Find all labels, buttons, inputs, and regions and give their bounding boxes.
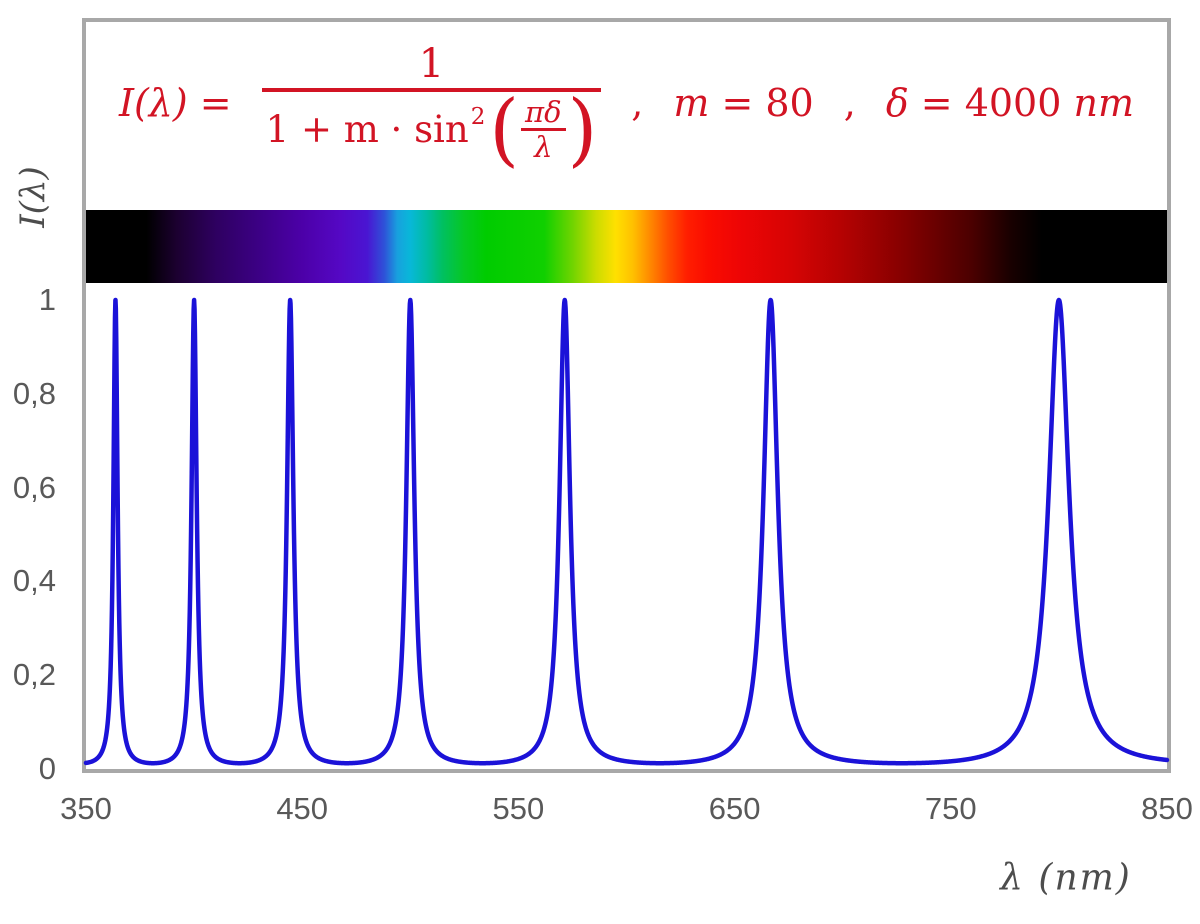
comma-separator-2: , — [843, 81, 856, 125]
param-m: m = 80 — [673, 81, 813, 125]
x-tick-label: 450 — [276, 791, 329, 826]
inner-fraction: πδ λ — [521, 94, 566, 164]
formula-fraction: 1 1 + m · sin 2 ( πδ λ ) — [261, 40, 602, 176]
y-tick-label: 0,4 — [12, 563, 56, 599]
param-delta-value: = 4000 — [908, 81, 1074, 125]
param-m-symbol: m — [673, 81, 710, 125]
y-tick-label: 0 — [38, 751, 56, 786]
fraction-bar — [261, 87, 602, 92]
fraction-numerator: 1 — [418, 40, 445, 87]
visible-spectrum-bar — [86, 210, 1167, 283]
fraction-denominator: 1 + m · sin 2 ( πδ λ ) — [262, 81, 602, 176]
y-tick-label: 0,8 — [12, 375, 56, 411]
y-tick-label: 0,2 — [12, 657, 56, 693]
comma-separator: , — [631, 81, 644, 125]
x-axis-title: λ (nm) — [1000, 857, 1132, 899]
param-delta-unit: nm — [1073, 81, 1135, 125]
x-tick-label: 550 — [492, 791, 545, 826]
inner-denominator: λ — [534, 130, 553, 164]
formula-lhs: I(λ) = — [118, 81, 232, 125]
x-tick-label: 850 — [1141, 791, 1193, 826]
denominator-text: 1 + m · sin — [265, 108, 469, 151]
y-axis-title: I(λ) — [13, 166, 53, 228]
open-paren: ( — [489, 81, 520, 176]
inner-fraction-bar — [521, 128, 566, 131]
inner-numerator: πδ — [525, 94, 562, 129]
x-tick-label: 350 — [60, 791, 112, 826]
x-tick-label: 750 — [924, 791, 977, 826]
sin-exponent: 2 — [470, 103, 486, 130]
x-tick-label: 650 — [708, 791, 761, 826]
formula-annotation: I(λ) = 1 1 + m · sin 2 ( πδ λ ) , m = 80 … — [86, 28, 1167, 178]
y-tick-label: 1 — [38, 282, 56, 317]
param-delta-symbol: δ — [885, 81, 909, 125]
close-paren: ) — [567, 81, 598, 176]
param-delta: δ = 4000 nm — [886, 81, 1134, 125]
param-m-value: = 80 — [709, 81, 814, 125]
y-tick-label: 0,6 — [12, 469, 56, 505]
